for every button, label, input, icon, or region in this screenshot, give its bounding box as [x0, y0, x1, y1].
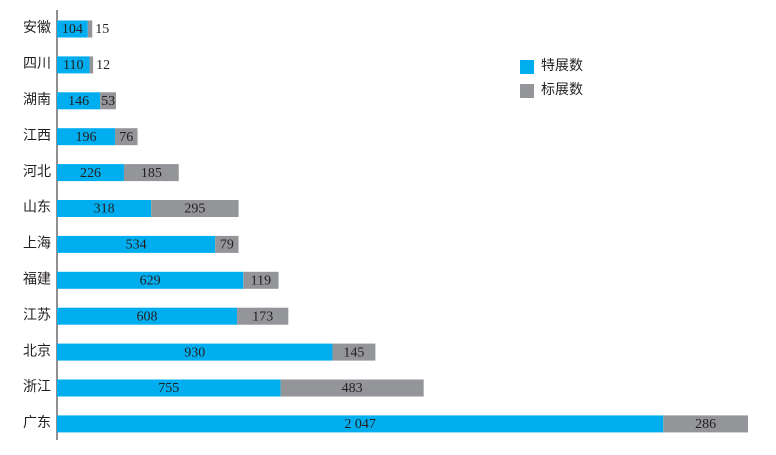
bar [87, 20, 93, 38]
data-label: 318 [94, 202, 115, 217]
data-label: 15 [95, 22, 109, 37]
bar [57, 379, 281, 397]
bar [123, 164, 179, 182]
data-label: 755 [158, 381, 179, 396]
bar [57, 20, 88, 38]
y-tick-label: 河北 [23, 164, 51, 180]
bar [57, 56, 90, 74]
data-label: 53 [101, 94, 115, 109]
data-label: 286 [695, 417, 716, 432]
bar [57, 271, 244, 289]
bar [57, 415, 664, 433]
data-label: 483 [342, 381, 363, 396]
y-tick-label: 福建 [23, 272, 51, 288]
data-label: 295 [184, 202, 205, 217]
y-tick-label: 北京 [23, 343, 51, 359]
y-tick-label: 广东 [23, 415, 51, 431]
bar [215, 235, 239, 253]
bar [115, 128, 138, 146]
bar [100, 92, 116, 110]
bar [57, 200, 152, 217]
bar [280, 379, 424, 397]
data-label: 608 [137, 309, 158, 324]
data-label: 104 [62, 22, 83, 37]
data-label: 110 [63, 58, 83, 73]
data-label: 196 [76, 130, 97, 145]
bar [57, 343, 333, 361]
data-label: 145 [343, 345, 364, 360]
bar [89, 56, 94, 74]
legend-swatch [520, 84, 534, 98]
data-label: 79 [220, 238, 234, 253]
y-tick-label: 上海 [23, 236, 51, 252]
legend-label: 标展数 [541, 82, 583, 98]
bar [332, 343, 376, 361]
legend-swatch [520, 60, 534, 74]
bar [57, 164, 124, 182]
data-label: 76 [119, 130, 133, 145]
y-tick-label: 江西 [23, 128, 51, 144]
y-tick-label: 四川 [23, 57, 51, 72]
bar [663, 415, 748, 433]
y-tick-label: 江苏 [23, 307, 51, 323]
data-label: 185 [141, 166, 162, 181]
legend-label: 特展数 [541, 58, 583, 74]
data-label: 146 [68, 94, 89, 109]
bar [57, 128, 116, 146]
data-label: 226 [80, 166, 101, 181]
data-label: 629 [140, 274, 161, 289]
data-label: 12 [96, 58, 110, 73]
bar [57, 235, 216, 253]
bar [243, 271, 279, 289]
bar [57, 92, 101, 110]
y-tick-label: 浙江 [23, 379, 51, 395]
y-tick-label: 山东 [23, 200, 51, 216]
bar [57, 307, 238, 325]
data-label: 534 [126, 238, 147, 253]
bar [151, 200, 239, 217]
y-tick-label: 湖南 [23, 92, 51, 108]
data-label: 930 [184, 345, 205, 360]
data-label: 2 047 [344, 417, 376, 432]
data-label: 119 [251, 274, 271, 289]
bar [237, 307, 289, 325]
y-tick-label: 安徽 [23, 20, 51, 36]
data-label: 173 [252, 309, 273, 324]
